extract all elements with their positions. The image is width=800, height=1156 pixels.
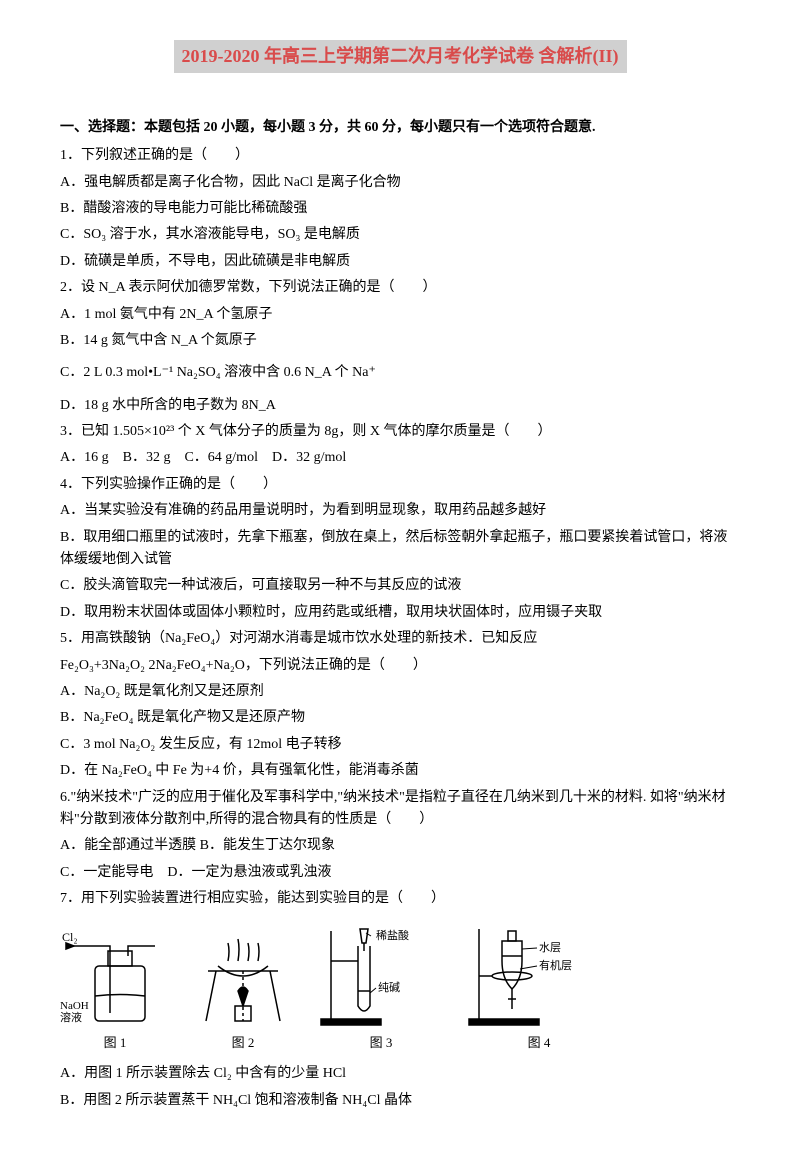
q1-opt-d: D．硫磺是单质，不导电，因此硫磺是非电解质 [60, 251, 740, 273]
q4-stem: 4．下列实验操作正确的是（ ） [60, 474, 740, 496]
fig3-hcl-label: 稀盐酸 [376, 928, 409, 942]
fig3-soda-label: 纯碱 [378, 981, 400, 994]
fig4-organic-label: 有机层 [539, 958, 572, 972]
q4-opt-a: A．当某实验没有准确的药品用量说明时，为看到明显现象，取用药品越多越好 [60, 500, 740, 522]
section-1-heading: 一、选择题：本题包括 20 小题，每小题 3 分，共 60 分，每小题只有一个选… [60, 117, 740, 139]
q5-stem: 5．用高铁酸钠（Na₂FeO₄）对河湖水消毒是城市饮水处理的新技术．已知反应 [60, 628, 740, 650]
q4-opt-d: D．取用粉末状固体或固体小颗粒时，应用药匙或纸槽，取用块状固体时，应用镊子夹取 [60, 602, 740, 624]
figure-row: Cl₂ NaOH 溶液 图 1 图 2 [60, 921, 740, 1054]
q6-opt-ab: A．能全部通过半透膜 B．能发生丁达尔现象 [60, 835, 740, 857]
q6-opt-cd: C．一定能导电 D．一定为悬浊液或乳浊液 [60, 862, 740, 884]
q5-opt-c: C．3 mol Na₂O₂ 发生反应，有 12mol 电子转移 [60, 734, 740, 756]
fig1-solution-label: 溶液 [60, 1010, 82, 1024]
q6-stem: 6."纳米技术"广泛的应用于催化及军事科学中,"纳米技术"是指粒子直径在几纳米到… [60, 787, 740, 832]
q2-opt-b: B．14 g 氮气中含 N_A 个氮原子 [60, 330, 740, 352]
q7-opt-b: B．用图 2 所示装置蒸干 NH₄Cl 饱和溶液制备 NH₄Cl 晶体 [60, 1090, 740, 1112]
q7-stem: 7．用下列实验装置进行相应实验，能达到实验目的是（ ） [60, 888, 740, 910]
q2-stem: 2．设 N_A 表示阿伏加德罗常数，下列说法正确的是（ ） [60, 277, 740, 299]
exam-title: 2019-2020 年高三上学期第二次月考化学试卷 含解析(II) [174, 40, 627, 73]
q5-opt-a: A．Na₂O₂ 既是氧化剂又是还原剂 [60, 681, 740, 703]
figure-1-label: 图 1 [104, 1033, 127, 1054]
q4-opt-b: B．取用细口瓶里的试液时，先拿下瓶塞，倒放在桌上，然后标签朝外拿起瓶子，瓶口要紧… [60, 527, 740, 572]
fig4-water-label: 水层 [539, 941, 561, 954]
figure-2-label: 图 2 [232, 1033, 255, 1054]
fig1-cl2-label: Cl₂ [62, 930, 78, 944]
q1-opt-b: B．醋酸溶液的导电能力可能比稀硫酸强 [60, 198, 740, 220]
q4-opt-c: C．胶头滴管取完一种试液后，可直接取另一种不与其反应的试液 [60, 575, 740, 597]
q5-eq: Fe₂O₃+3Na₂O₂ 2Na₂FeO₄+Na₂O，下列说法正确的是（ ） [60, 655, 740, 677]
figure-1: Cl₂ NaOH 溶液 图 1 [60, 921, 170, 1054]
figure-4-label: 图 4 [528, 1033, 551, 1054]
q3-stem: 3．已知 1.505×10²³ 个 X 气体分子的质量为 8g，则 X 气体的摩… [60, 421, 740, 443]
q7-opt-a: A．用图 1 所示装置除去 Cl₂ 中含有的少量 HCl [60, 1063, 740, 1085]
figure-4: 水层 有机层 图 4 [464, 921, 614, 1054]
q1-stem: 1．下列叙述正确的是（ ） [60, 145, 740, 167]
q1-opt-c: C．SO₃ 溶于水，其水溶液能导电，SO₃ 是电解质 [60, 224, 740, 246]
fig1-naoh-label: NaOH [60, 1000, 89, 1012]
q2-opt-c: C．2 L 0.3 mol•L⁻¹ Na₂SO₄ 溶液中含 0.6 N_A 个 … [60, 362, 740, 384]
q1-opt-a: A．强电解质都是离子化合物，因此 NaCl 是离子化合物 [60, 172, 740, 194]
figure-3: 稀盐酸 纯碱 图 3 [316, 921, 446, 1054]
q2-opt-d: D．18 g 水中所含的电子数为 8N_A [60, 395, 740, 417]
figure-2: 图 2 [188, 921, 298, 1054]
q5-opt-b: B．Na₂FeO₄ 既是氧化产物又是还原产物 [60, 707, 740, 729]
q3-opts: A．16 g B．32 g C．64 g/mol D．32 g/mol [60, 447, 740, 469]
q5-opt-d: D．在 Na₂FeO₄ 中 Fe 为+4 价，具有强氧化性，能消毒杀菌 [60, 760, 740, 782]
q2-opt-a: A．1 mol 氨气中有 2N_A 个氢原子 [60, 304, 740, 326]
figure-3-label: 图 3 [370, 1033, 393, 1054]
